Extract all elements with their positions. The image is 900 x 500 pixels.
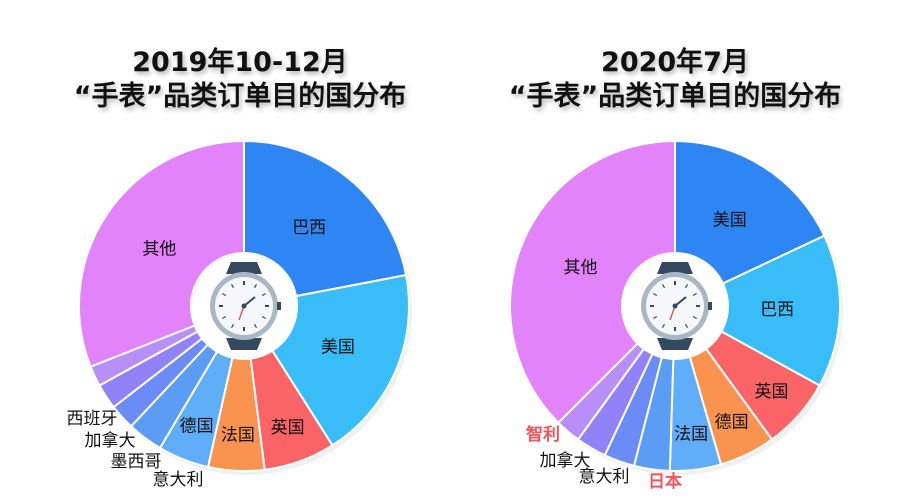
pie-slice-1-0 — [674, 139, 826, 308]
chart-title-right-line1: 2020年7月 — [601, 47, 749, 78]
pie-slice-1-1 — [672, 234, 842, 387]
pie-label-0-0: 巴西 — [292, 218, 326, 238]
pie-label-0-7: 加拿大 — [85, 430, 136, 451]
pie-label-1-0: 美国 — [713, 211, 747, 231]
pie-label-1-9: 其他 — [564, 258, 598, 278]
pie-label-1-4: 法国 — [674, 425, 708, 445]
pie-label-1-7: 加拿大 — [540, 450, 591, 471]
pie-label-0-9: 其他 — [142, 240, 176, 260]
pie-label-0-4: 德国 — [180, 417, 214, 437]
chart-title-left: 2019年10-12月 “手表”品类订单目的国分布 — [30, 46, 450, 114]
pie-label-1-5: 日本 — [648, 471, 682, 492]
pie-label-0-1: 美国 — [321, 338, 355, 358]
pie-label-1-1: 巴西 — [760, 300, 794, 320]
pie-label-1-8: 智利 — [526, 424, 560, 445]
chart-title-right-line2: “手表”品类订单目的国分布 — [508, 81, 842, 112]
pie-label-0-3: 法国 — [221, 426, 255, 446]
pie-label-0-6: 墨西哥 — [111, 452, 162, 472]
chart-title-left-line1: 2019年10-12月 — [132, 47, 348, 78]
pie-label-0-5: 意大利 — [153, 470, 204, 490]
pie-label-1-2: 英国 — [755, 382, 789, 402]
pie-label-0-2: 英国 — [271, 418, 305, 438]
watch-icon — [621, 252, 729, 360]
chart-title-left-line2: “手表”品类订单目的国分布 — [73, 81, 407, 112]
pie-slice-1-9 — [509, 139, 676, 425]
pie-slice-0-0 — [243, 139, 408, 308]
watch-icon — [190, 252, 298, 360]
pie-label-1-6: 意大利 — [579, 467, 630, 487]
pie-label-1-3: 德国 — [715, 413, 749, 433]
pie-label-0-8: 西班牙 — [67, 409, 118, 429]
chart-title-right: 2020年7月 “手表”品类订单目的国分布 — [460, 46, 890, 114]
